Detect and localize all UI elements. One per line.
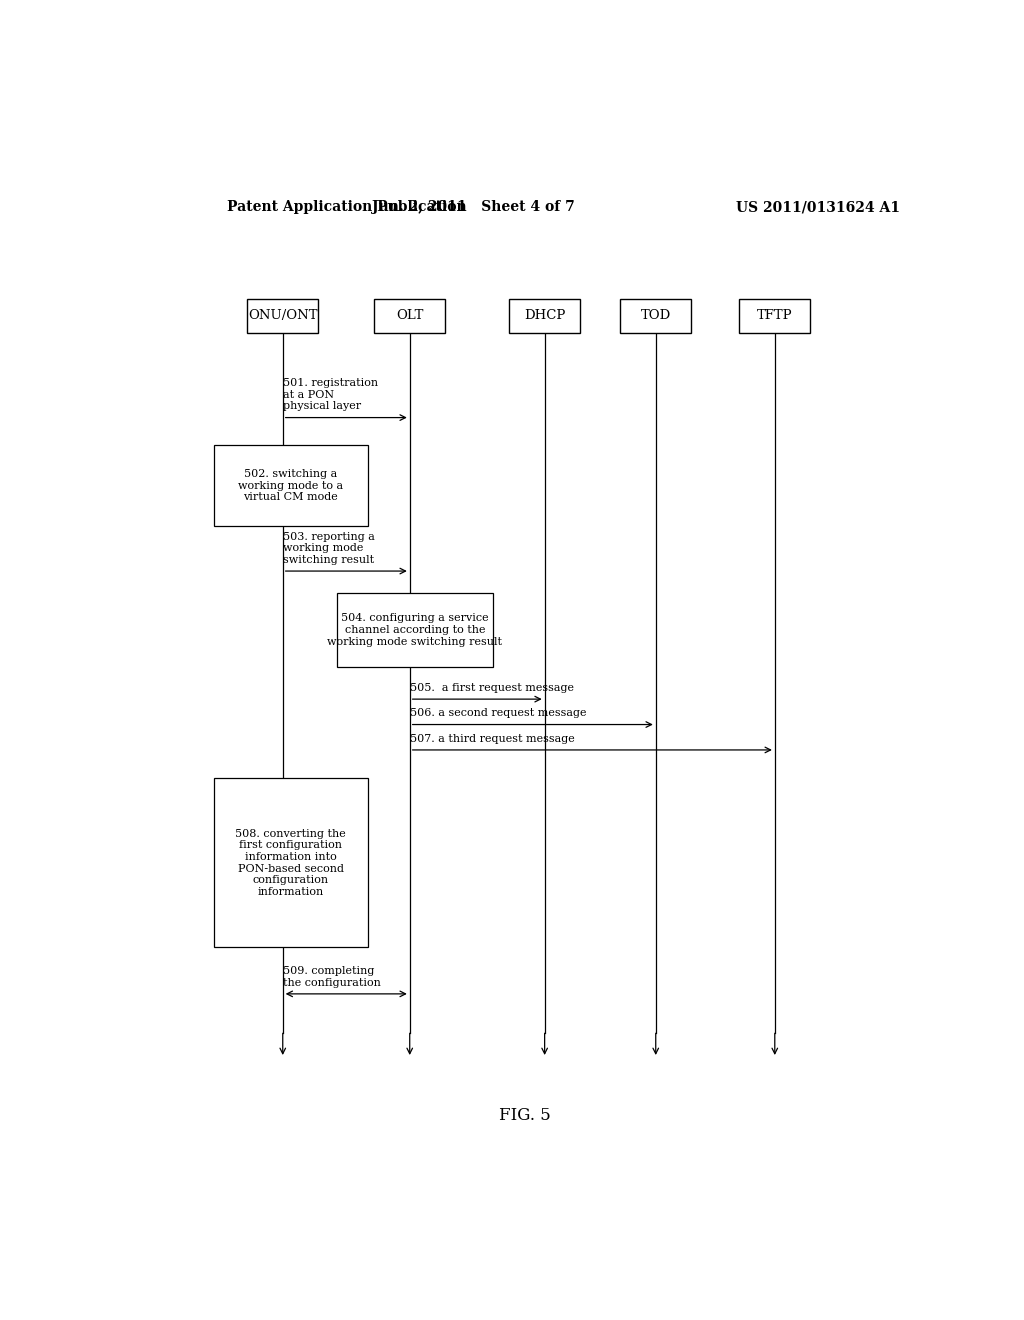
Bar (620, 300, 691, 333)
Text: 504. configuring a service
channel according to the
working mode switching resul: 504. configuring a service channel accor… (328, 614, 503, 647)
Text: TOD: TOD (641, 309, 671, 322)
Text: Jun. 2, 2011   Sheet 4 of 7: Jun. 2, 2011 Sheet 4 of 7 (372, 201, 574, 214)
Text: 507. a third request message: 507. a third request message (410, 734, 574, 744)
Text: DHCP: DHCP (524, 309, 565, 322)
Bar (337, 594, 494, 667)
Text: 505.  a first request message: 505. a first request message (410, 682, 573, 693)
Bar (214, 445, 368, 527)
Text: 506. a second request message: 506. a second request message (410, 709, 586, 718)
Text: FIG. 5: FIG. 5 (499, 1107, 551, 1125)
Bar (739, 300, 810, 333)
Bar (509, 300, 581, 333)
Text: 508. converting the
first configuration
information into
PON-based second
config: 508. converting the first configuration … (236, 829, 346, 896)
Bar (247, 300, 318, 333)
Text: 502. switching a
working mode to a
virtual CM mode: 502. switching a working mode to a virtu… (239, 469, 343, 503)
Text: OLT: OLT (396, 309, 423, 322)
Text: ONU/ONT: ONU/ONT (248, 309, 317, 322)
Text: 503. reporting a
working mode
switching result: 503. reporting a working mode switching … (283, 532, 375, 565)
Bar (374, 300, 445, 333)
Text: US 2011/0131624 A1: US 2011/0131624 A1 (736, 201, 900, 214)
Text: 501. registration
at a PON
physical layer: 501. registration at a PON physical laye… (283, 379, 378, 412)
Text: 509. completing
the configuration: 509. completing the configuration (283, 966, 381, 987)
Text: TFTP: TFTP (757, 309, 793, 322)
Text: Patent Application Publication: Patent Application Publication (227, 201, 467, 214)
Bar (214, 779, 368, 948)
